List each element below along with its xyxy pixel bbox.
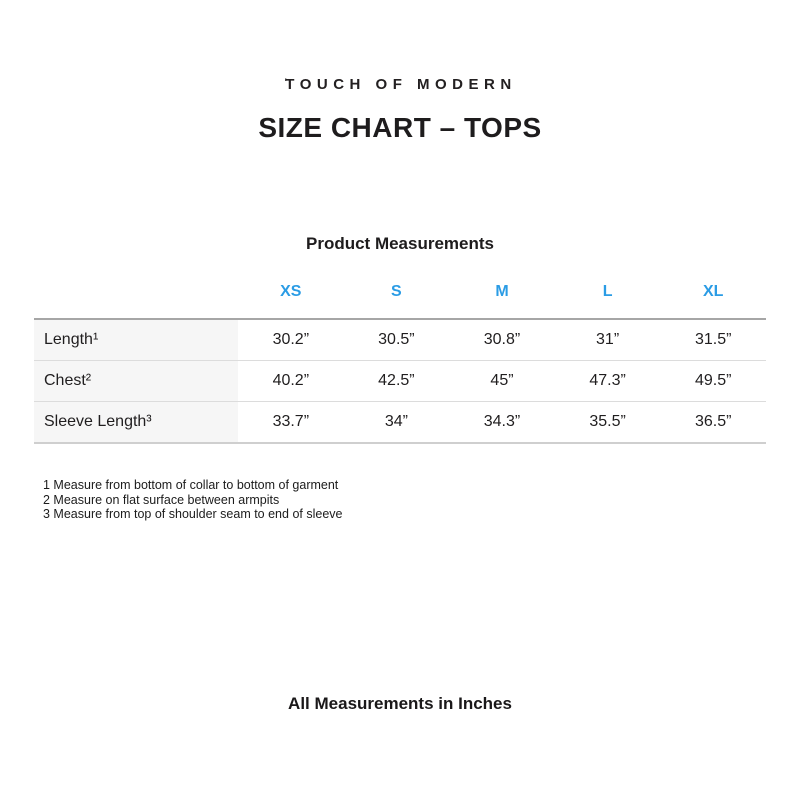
size-header-xs: XS [280,283,302,300]
size-header-spacer [34,283,238,301]
length-l: 31” [596,331,620,348]
sleeve-m: 34.3” [483,413,521,430]
row-label-chest: Chest² [34,361,238,401]
size-header-xl: XL [702,283,724,300]
length-m: 30.8” [483,331,521,348]
chest-l: 47.3” [589,372,626,389]
measurement-table: Length¹ 30.2” 30.5” 30.8” 31” 31.5” Ches… [34,318,766,444]
sleeve-l: 35.5” [589,413,626,430]
row-label-sleeve-length: Sleeve Length³ [34,402,238,442]
sleeve-xs: 33.7” [272,413,310,430]
table-row-sleeve-length: Sleeve Length³ 33.7” 34” 34.3” 35.5” 36.… [34,401,766,442]
table-row-chest: Chest² 40.2” 42.5” 45” 47.3” 49.5” [34,360,766,401]
footnote-2: 2 Measure on flat surface between armpit… [43,492,280,507]
chest-s: 42.5” [378,372,415,389]
chest-xs: 40.2” [272,372,310,389]
page-title: SIZE CHART – TOPS [258,112,542,143]
chest-m: 45” [490,372,514,389]
size-header-m: M [495,283,509,300]
size-header-row: XS S M L XL [34,283,766,301]
table-caption: Product Measurements [306,234,494,253]
measurement-footnotes: 1 Measure from bottom of collar to botto… [43,478,342,522]
units-note: All Measurements in Inches [288,694,512,713]
footnote-1: 1 Measure from bottom of collar to botto… [43,478,339,492]
table-row-length: Length¹ 30.2” 30.5” 30.8” 31” 31.5” [34,320,766,360]
length-xl: 31.5” [694,331,732,348]
logo-tick-icon: ˈ [283,76,289,93]
footnote-3: 3 Measure from top of shoulder seam to e… [43,507,343,522]
length-s: 30.5” [378,331,415,348]
brand-logo: ˈTOUCH OF MODERN [0,76,800,93]
sleeve-xl: 36.5” [694,413,732,430]
size-header-l: L [602,283,613,300]
sleeve-s: 34” [384,413,408,430]
brand-logo-text: TOUCH OF MODERN [285,76,517,93]
length-xs: 30.2” [272,331,310,348]
chest-xl: 49.5” [694,372,732,389]
size-header-s: S [391,283,402,300]
row-label-length: Length¹ [34,320,238,360]
